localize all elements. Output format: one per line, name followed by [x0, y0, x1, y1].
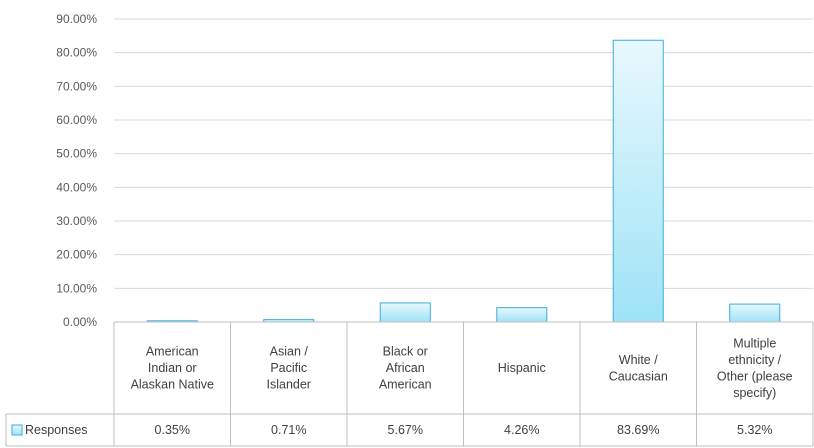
gridlines: [114, 18, 813, 289]
y-tick-label: 0.00%: [63, 315, 97, 329]
bars: [146, 39, 781, 323]
bar: [729, 303, 781, 323]
data-label: 0.35%: [155, 423, 190, 437]
bar: [612, 39, 664, 323]
y-tick-label: 80.00%: [56, 46, 97, 60]
bar: [379, 302, 431, 323]
y-tick-label: 70.00%: [56, 79, 97, 93]
category-label: Black or African American: [379, 345, 432, 392]
category-label: American Indian or Alaskan Native: [131, 345, 214, 392]
y-tick-label: 60.00%: [56, 113, 97, 127]
legend-label: Responses: [25, 423, 88, 437]
y-tick-label: 40.00%: [56, 180, 97, 194]
category-label: Asian / Pacific Islander: [267, 345, 311, 392]
data-label: 0.71%: [271, 423, 306, 437]
data-label: 4.26%: [504, 423, 539, 437]
y-tick-label: 50.00%: [56, 147, 97, 161]
y-tick-label: 20.00%: [56, 248, 97, 262]
category-label: White / Caucasian: [609, 353, 668, 384]
y-tick-label: 10.00%: [56, 281, 97, 295]
bar: [496, 307, 548, 323]
data-label: 5.67%: [388, 423, 423, 437]
data-label: 83.69%: [617, 423, 659, 437]
data-table: American Indian or Alaskan Native Asian / Pa…: [5, 321, 814, 447]
y-axis-ticks: 0.00% 10.00% 20.00% 30.00% 40.00% 50.00% 60.00…: [56, 12, 97, 329]
category-label: Hispanic: [498, 361, 546, 375]
y-tick-label: 30.00%: [56, 214, 97, 228]
legend-swatch: [11, 424, 23, 436]
data-label: 5.32%: [737, 423, 772, 437]
y-tick-label: 90.00%: [56, 12, 97, 26]
category-label: Multiple ethnicity / Other (please specify): [717, 336, 793, 400]
